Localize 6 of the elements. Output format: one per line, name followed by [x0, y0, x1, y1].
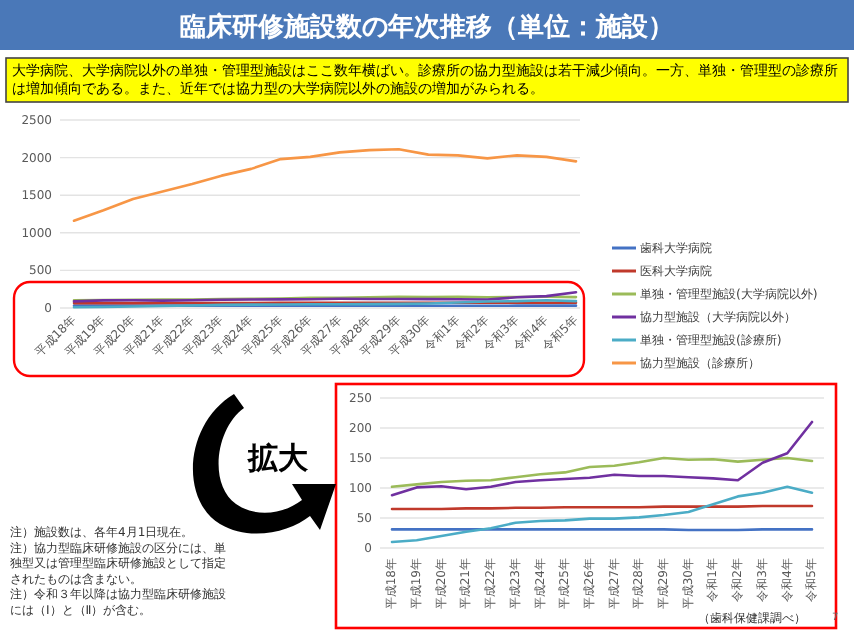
line-series: [390, 456, 814, 489]
line-series: [72, 148, 578, 223]
line-series: [390, 420, 814, 497]
line-series: [390, 485, 814, 544]
chart-title: 臨床研修施設数の年次推移（単位：施設）: [180, 11, 674, 43]
text: 拡大: [246, 440, 310, 476]
